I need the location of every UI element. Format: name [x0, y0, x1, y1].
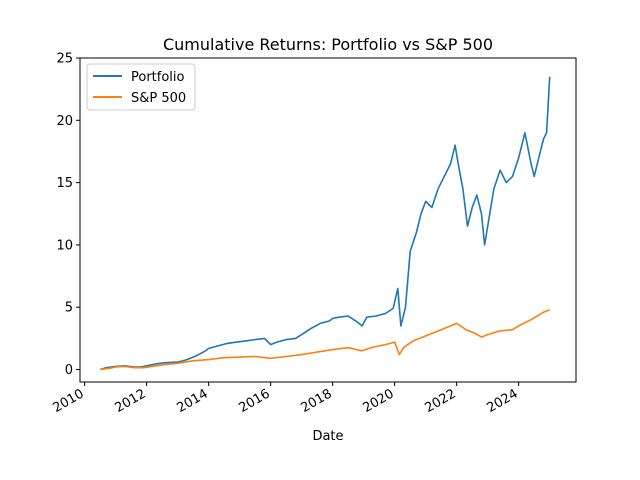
y-tick-label: 5	[65, 301, 73, 316]
chart-title: Cumulative Returns: Portfolio vs S&P 500	[163, 35, 493, 54]
y-tick-label: 20	[56, 114, 73, 129]
y-tick-label: 15	[56, 176, 73, 191]
series-line-1	[100, 308, 550, 371]
y-axis: 0 5 10 15 20 25	[56, 52, 80, 378]
x-axis-label: Date	[312, 429, 343, 444]
legend-label-portfolio: Portfolio	[131, 70, 185, 85]
plot-area	[99, 76, 551, 371]
y-tick-label: 0	[65, 363, 73, 378]
legend: Portfolio S&P 500	[86, 63, 196, 111]
legend-label-sp500: S&P 500	[131, 91, 186, 106]
axes-frame	[79, 57, 577, 383]
y-tick-label: 10	[56, 238, 73, 253]
series-line-0	[99, 76, 551, 371]
y-tick-label: 25	[56, 52, 73, 67]
